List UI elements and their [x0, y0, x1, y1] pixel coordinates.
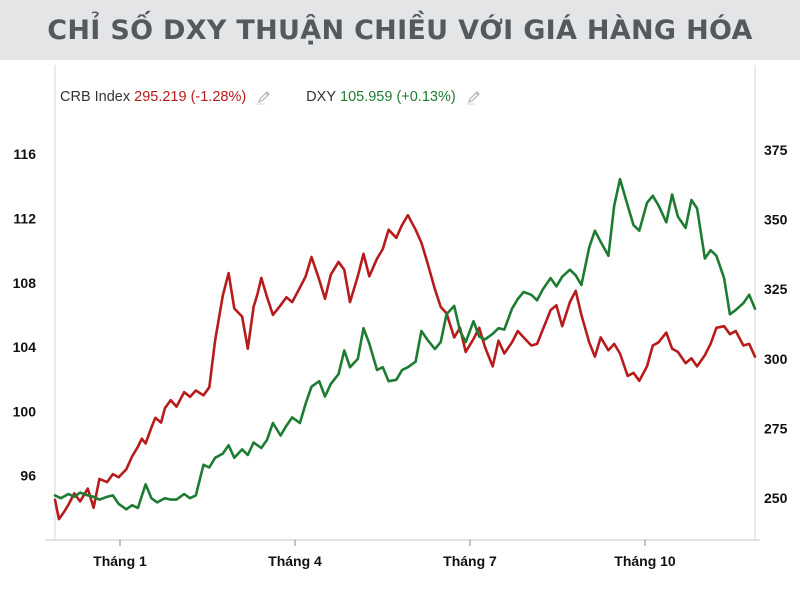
- chart-title: CHỈ SỐ DXY THUẬN CHIỀU VỚI GIÁ HÀNG HÓA: [47, 14, 753, 46]
- right-tick-label: 300: [764, 351, 788, 367]
- pencil-icon[interactable]: [256, 89, 272, 105]
- legend-crb-value: 295.219 (-1.28%): [134, 89, 247, 105]
- pencil-icon[interactable]: [466, 89, 482, 105]
- axes: 96 100 104 108 112 116 250 275 300 325 350 375 Tháng…: [13, 65, 788, 569]
- dxy-line: [53, 177, 757, 511]
- series-layer: [53, 177, 757, 521]
- legend-crb-name: CRB Index: [60, 89, 131, 105]
- legend-dxy-value: 105.959 (+0.13%): [340, 89, 456, 105]
- title-bar: CHỈ SỐ DXY THUẬN CHIỀU VỚI GIÁ HÀNG HÓA: [0, 0, 800, 60]
- legend-item-dxy[interactable]: DXY 105.959 (+0.13%): [306, 89, 482, 105]
- legend-dxy-name: DXY: [306, 89, 336, 105]
- right-tick-label: 375: [764, 142, 788, 158]
- right-tick-label: 250: [764, 490, 788, 506]
- left-tick-label: 96: [20, 468, 36, 484]
- left-tick-label: 100: [13, 403, 37, 419]
- x-tick-label: Tháng 7: [443, 553, 497, 569]
- crb-index-line: [53, 213, 757, 521]
- x-tick-label: Tháng 1: [93, 553, 147, 569]
- legend-item-crb[interactable]: CRB Index 295.219 (-1.28%): [60, 89, 272, 105]
- left-tick-label: 104: [13, 339, 37, 355]
- x-tick-label: Tháng 10: [614, 553, 676, 569]
- left-tick-label: 108: [13, 275, 37, 291]
- left-tick-label: 112: [13, 210, 36, 226]
- left-tick-label: 116: [13, 146, 36, 162]
- x-tick-label: Tháng 4: [268, 553, 322, 569]
- legend: CRB Index 295.219 (-1.28%) DXY 105.959 (…: [60, 89, 482, 105]
- right-tick-label: 325: [764, 281, 788, 297]
- right-tick-label: 350: [764, 212, 788, 228]
- right-tick-label: 275: [764, 421, 788, 437]
